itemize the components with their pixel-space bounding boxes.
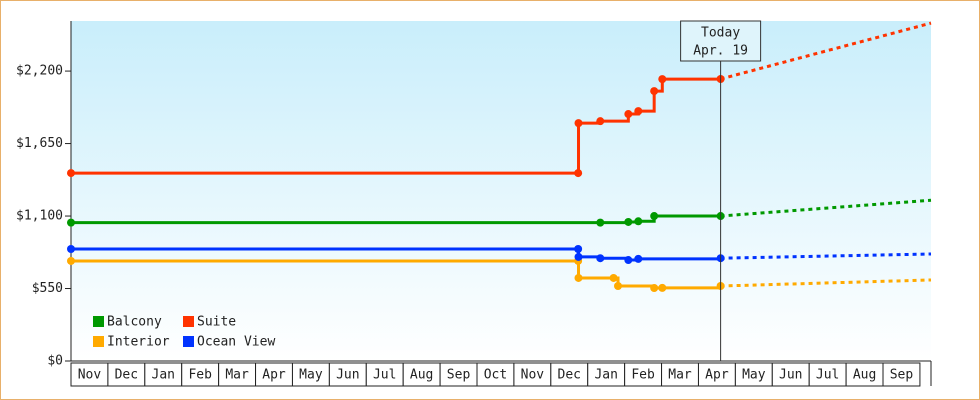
y-tick-label: $1,100 [16, 209, 63, 224]
x-tick-label: Jan [594, 368, 617, 383]
point [574, 244, 583, 253]
forecast-line [720, 198, 932, 218]
plot-background [71, 21, 931, 361]
x-tick-label: Dec [115, 368, 138, 383]
point [596, 117, 605, 126]
point [609, 273, 618, 282]
x-tick-label: Jul [816, 368, 839, 383]
point [650, 212, 659, 221]
legend-label: Suite [197, 315, 236, 330]
point [658, 75, 667, 84]
point [658, 283, 667, 292]
x-tick-label: Dec [558, 368, 581, 383]
legend-swatch [93, 336, 104, 347]
month-box [882, 362, 921, 387]
legend-label: Interior [107, 335, 170, 350]
today-date: Apr. 19 [693, 44, 748, 59]
point [650, 283, 659, 292]
point [67, 169, 75, 178]
point [67, 218, 75, 227]
x-tick-label: Nov [78, 368, 102, 383]
x-tick-label: Sep [890, 368, 914, 383]
x-tick-label: Sep [447, 368, 471, 383]
x-tick-label: Jul [373, 368, 396, 383]
x-tick-label: May [299, 368, 323, 383]
x-tick-label: Aug [853, 368, 876, 383]
y-tick-label: $2,200 [16, 64, 63, 79]
x-tick-label: Aug [410, 368, 433, 383]
x-tick-label: Feb [631, 368, 655, 383]
y-tick-label: $550 [32, 281, 63, 296]
point [574, 252, 583, 261]
point [634, 217, 643, 226]
legend-swatch [183, 316, 194, 327]
today-box [680, 20, 762, 62]
x-tick-label: Oct [484, 368, 507, 383]
point [624, 256, 633, 265]
x-tick-label: Jun [336, 368, 359, 383]
x-tick-label: Mar [225, 368, 249, 383]
point [574, 119, 583, 128]
y-tick-label: $1,650 [16, 136, 63, 151]
series-line [71, 77, 723, 175]
legend-swatch [183, 336, 194, 347]
x-tick-label: Nov [521, 368, 545, 383]
point [67, 244, 75, 253]
legend-label: Ocean View [197, 335, 275, 350]
point [67, 256, 75, 265]
x-tick-label: May [742, 368, 766, 383]
x-tick-label: Apr [705, 368, 729, 383]
point [614, 282, 623, 291]
x-tick-label: Mar [668, 368, 692, 383]
x-tick-label: Jan [152, 368, 175, 383]
x-tick-label: Apr [262, 368, 286, 383]
point [650, 87, 659, 96]
x-tick-label: Feb [188, 368, 212, 383]
x-tick-label: Jun [779, 368, 802, 383]
point [634, 254, 643, 263]
point [634, 107, 643, 116]
forecast-line [720, 252, 932, 260]
point [624, 217, 633, 226]
point [596, 218, 605, 227]
point [574, 273, 583, 282]
point [574, 169, 583, 178]
point [596, 254, 605, 263]
point [624, 110, 633, 119]
today-title: Today [701, 26, 740, 41]
legend-label: Balcony [107, 315, 162, 330]
legend-swatch [93, 316, 104, 327]
y-tick-label: $0 [47, 354, 63, 369]
forecast-line [720, 278, 932, 288]
